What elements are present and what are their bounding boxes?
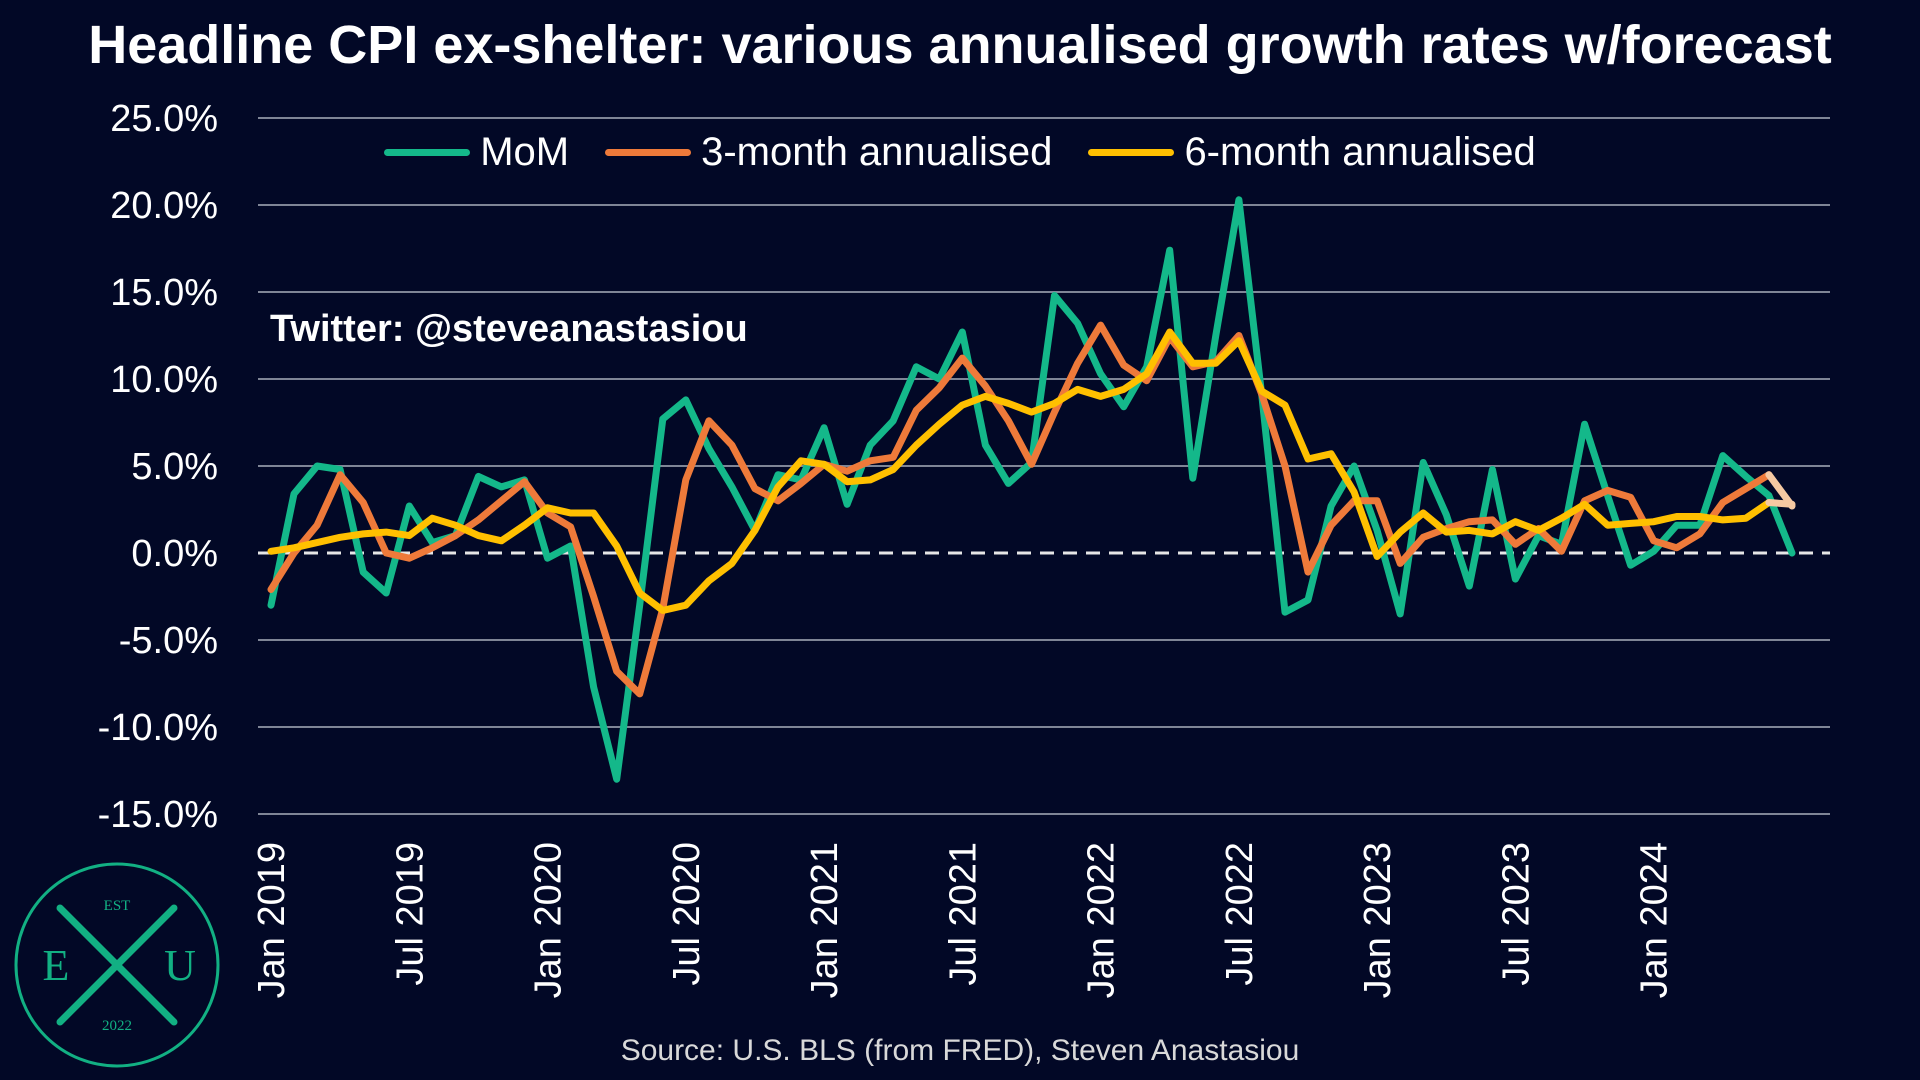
legend-swatch-6-month xyxy=(1088,149,1175,156)
forecast-line-6-month xyxy=(1765,499,1796,508)
chart-title: Headline CPI ex-shelter: various annuali… xyxy=(88,15,1832,75)
x-axis-tick-labels: Jan 2019 Jul 2019 Jan 2020 Jul 2020 Jan 2021… xyxy=(251,842,1676,998)
logo-letter-u: U xyxy=(164,941,196,990)
y-tick-label: 15.0% xyxy=(110,272,218,314)
source-note: Source: U.S. BLS (from FRED), Steven Ana… xyxy=(620,1034,1300,1067)
y-tick-label: 20.0% xyxy=(110,185,218,227)
x-tick-label: Jul 2022 xyxy=(1219,842,1261,986)
x-tick-label: Jan 2023 xyxy=(1357,842,1399,998)
logo-cross-stroke-2 xyxy=(56,904,178,1026)
legend-item-mom: MoM xyxy=(384,130,569,175)
logo-ring xyxy=(14,862,220,1068)
twitter-watermark: Twitter: @steveanastasiou xyxy=(270,308,748,350)
y-tick-label: 25.0% xyxy=(110,98,218,140)
y-tick-label: -5.0% xyxy=(119,620,218,662)
legend-label-6-month: 6-month annualised xyxy=(1184,130,1536,174)
x-tick-label: Jan 2019 xyxy=(251,842,293,998)
y-axis-tick-labels: -15.0% -10.0% -5.0% 0.0% 5.0% 10.0% 15.0% 20.0%… xyxy=(98,98,218,836)
x-tick-label: Jul 2021 xyxy=(942,842,984,986)
legend-swatch-mom xyxy=(384,149,471,156)
grid-layer xyxy=(258,117,1830,815)
x-tick-label: Jan 2021 xyxy=(804,842,846,998)
logo-est: EST xyxy=(104,898,131,914)
legend-swatch-3-month xyxy=(605,149,692,156)
logo-letter-e: E xyxy=(43,941,70,990)
series-line-6-month xyxy=(267,328,1773,614)
x-tick-label: Jul 2023 xyxy=(1495,842,1537,986)
y-tick-label: 5.0% xyxy=(131,446,218,488)
legend-label-mom: MoM xyxy=(480,130,570,174)
x-tick-label: Jan 2024 xyxy=(1634,842,1676,998)
x-tick-label: Jul 2019 xyxy=(389,842,431,986)
legend-item-3-month: 3-month annualised xyxy=(605,130,1052,175)
y-tick-label: 0.0% xyxy=(131,533,218,575)
y-tick-label: -15.0% xyxy=(98,794,218,836)
series-line-mom xyxy=(267,196,1796,783)
legend-item-6-month: 6-month annualised xyxy=(1088,130,1536,175)
series-layer xyxy=(267,196,1796,783)
legend-label-3-month: 3-month annualised xyxy=(701,130,1053,174)
legend: MoM 3-month annualised 6-month annualise… xyxy=(0,130,1920,175)
x-tick-label: Jan 2020 xyxy=(528,842,570,998)
series-line-3-month xyxy=(267,321,1773,698)
x-tick-label: Jul 2020 xyxy=(666,842,708,986)
y-tick-label: 10.0% xyxy=(110,359,218,401)
x-tick-label: Jan 2022 xyxy=(1081,842,1123,998)
y-tick-label: -10.0% xyxy=(98,707,218,749)
exu-logo: EST E U 2022 xyxy=(14,862,220,1068)
logo-year: 2022 xyxy=(102,1018,132,1034)
